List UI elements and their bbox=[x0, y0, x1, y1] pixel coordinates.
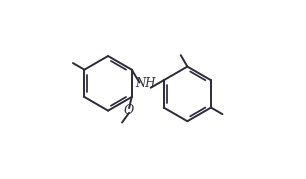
Text: O: O bbox=[124, 104, 134, 117]
Text: NH: NH bbox=[135, 77, 155, 90]
